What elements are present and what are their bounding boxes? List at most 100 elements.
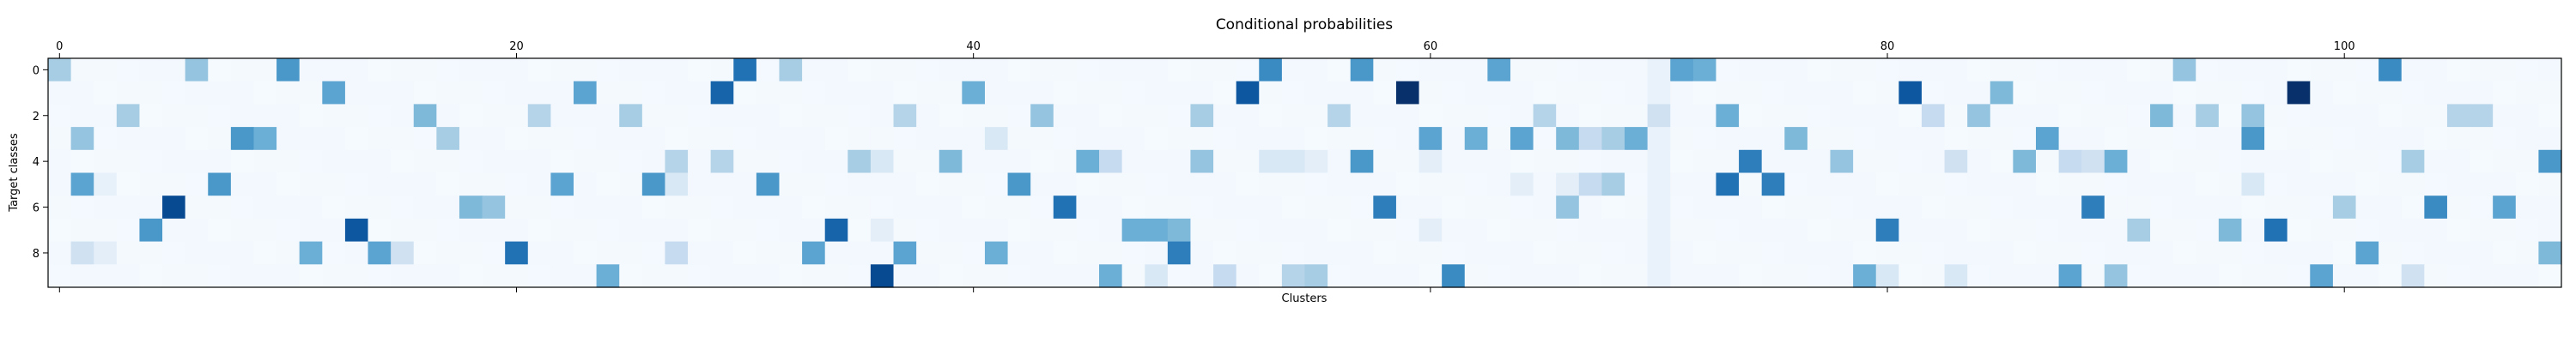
heatmap-cell (1442, 127, 1466, 151)
heatmap-cell (162, 58, 186, 82)
heatmap-cell (1030, 127, 1054, 151)
heatmap-cell (1236, 81, 1260, 105)
heatmap-cell (505, 81, 529, 105)
heatmap-cell (870, 149, 895, 174)
heatmap-cell (527, 104, 551, 128)
heatmap-cell (1259, 104, 1283, 128)
heatmap-cell (2379, 218, 2403, 243)
heatmap-cell (2035, 241, 2060, 265)
heatmap-cell (2013, 218, 2037, 243)
heatmap-cell (893, 81, 917, 105)
heatmap-cell (1395, 172, 1420, 196)
heatmap-cell (870, 58, 895, 82)
heatmap-cell (459, 127, 483, 151)
heatmap-cell (2401, 196, 2425, 220)
heatmap-cell (1601, 104, 1625, 128)
heatmap-cell (1853, 264, 1877, 288)
heatmap-cell (2332, 127, 2357, 151)
heatmap-cell (2538, 241, 2562, 265)
heatmap-cell (1647, 218, 1671, 243)
heatmap-cell (688, 127, 712, 151)
heatmap-cell (1007, 196, 1031, 220)
heatmap-cell (1692, 264, 1717, 288)
heatmap-cell (1259, 81, 1283, 105)
heatmap-cell (1259, 149, 1283, 174)
heatmap-cell (984, 127, 1009, 151)
heatmap-cell (1076, 218, 1100, 243)
heatmap-cell (1853, 58, 1877, 82)
heatmap-cell (1510, 196, 1534, 220)
heatmap-cell (2470, 104, 2494, 128)
heatmap-cell (1167, 58, 1192, 82)
heatmap-cell (2310, 81, 2334, 105)
heatmap-cell (2058, 218, 2082, 243)
heatmap-cell (322, 81, 346, 105)
heatmap-cell (1670, 127, 1694, 151)
heatmap-cell (2424, 218, 2448, 243)
heatmap-cell (1121, 264, 1145, 288)
heatmap-cell (2355, 149, 2379, 174)
heatmap-cell (1259, 196, 1283, 220)
heatmap-cell (1533, 81, 1557, 105)
heatmap-cell (710, 172, 734, 196)
heatmap-cell (2104, 104, 2129, 128)
heatmap-cell (1875, 127, 1899, 151)
y-tick-label: 8 (33, 248, 39, 261)
heatmap-cell (2379, 81, 2403, 105)
heatmap-cell (2172, 196, 2196, 220)
heatmap-cell (1030, 196, 1054, 220)
heatmap-cell (2401, 104, 2425, 128)
heatmap-cell (1419, 58, 1443, 82)
heatmap-cell (848, 218, 872, 243)
heatmap-cell (802, 196, 826, 220)
heatmap-cell (185, 58, 209, 82)
heatmap-cell (162, 81, 186, 105)
heatmap-cell (2470, 264, 2494, 288)
heatmap-cell (1167, 241, 1192, 265)
heatmap-cell (1419, 104, 1443, 128)
heatmap-cell (1784, 172, 1808, 196)
heatmap-cell (162, 149, 186, 174)
heatmap-cell (710, 241, 734, 265)
heatmap-cell (2035, 172, 2060, 196)
heatmap-cell (2013, 81, 2037, 105)
heatmap-cell (574, 218, 598, 243)
heatmap-cell (2172, 264, 2196, 288)
heatmap-cell (1784, 104, 1808, 128)
heatmap-cell (779, 58, 803, 82)
heatmap-cell (2081, 127, 2105, 151)
heatmap-cell (1830, 264, 1854, 288)
heatmap-cell (2241, 241, 2265, 265)
heatmap-cell (733, 264, 757, 288)
heatmap-cell (1099, 172, 1123, 196)
heatmap-cell (2104, 127, 2129, 151)
heatmap-cell (962, 127, 986, 151)
heatmap-cell (1304, 149, 1328, 174)
heatmap-cell (2287, 81, 2311, 105)
heatmap-cell (916, 196, 940, 220)
heatmap-cell (2058, 172, 2082, 196)
heatmap-cell (1373, 58, 1397, 82)
heatmap-cell (230, 218, 255, 243)
heatmap-cell (550, 81, 574, 105)
heatmap-cell (299, 104, 323, 128)
heatmap-cell (2355, 264, 2379, 288)
heatmap-cell (208, 196, 232, 220)
heatmap-cell (1533, 127, 1557, 151)
heatmap-cell (596, 58, 620, 82)
heatmap-cell (2264, 196, 2288, 220)
heatmap-cell (688, 196, 712, 220)
heatmap-cell (1053, 172, 1078, 196)
heatmap-cell (344, 58, 369, 82)
heatmap-cell (2172, 104, 2196, 128)
heatmap-cell (299, 196, 323, 220)
heatmap-cell (1853, 218, 1877, 243)
heatmap-cell (574, 241, 598, 265)
heatmap-cell (1030, 241, 1054, 265)
heatmap-cell (1556, 218, 1580, 243)
heatmap-cell (2264, 218, 2288, 243)
heatmap-cell (162, 172, 186, 196)
heatmap-cell (1236, 104, 1260, 128)
heatmap-cell (1990, 127, 2014, 151)
